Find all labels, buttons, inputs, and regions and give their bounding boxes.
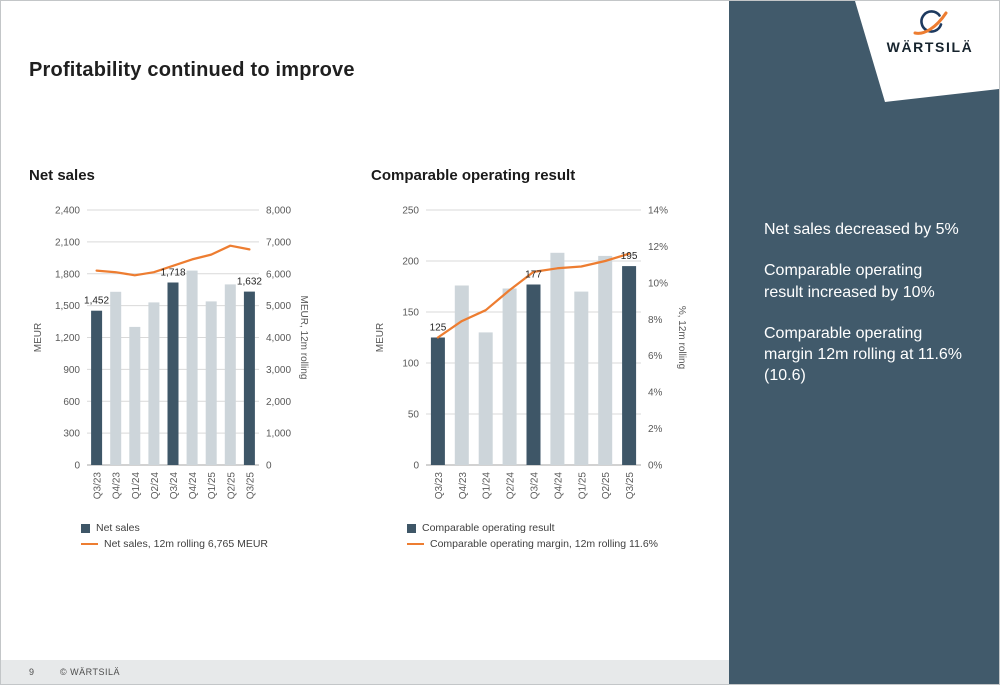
wartsila-logo: WÄRTSILÄ [871, 10, 989, 55]
svg-text:Q2/25: Q2/25 [601, 472, 612, 500]
svg-text:50: 50 [408, 410, 420, 421]
svg-text:3,000: 3,000 [266, 365, 291, 376]
operating-result-chart: 0 50 100 150 200 250 0% 2% 4% 6% 8% 10% 12% 14% 125 177… [371, 198, 723, 551]
svg-text:1,718: 1,718 [160, 267, 185, 278]
line-swatch [407, 542, 424, 546]
svg-text:MEUR: MEUR [375, 323, 386, 352]
svg-text:0: 0 [266, 461, 272, 472]
svg-text:150: 150 [402, 308, 419, 319]
svg-text:4,000: 4,000 [266, 333, 291, 344]
wartsila-logo-icon [913, 10, 948, 35]
svg-text:1,200: 1,200 [55, 333, 80, 344]
chart-legend: Comparable operating result Comparable op… [407, 522, 723, 550]
chart-svg: 0 300 600 900 1,200 1,500 1,800 2,100 2,400 0 1,00… [33, 206, 309, 500]
svg-text:2,100: 2,100 [55, 237, 80, 248]
svg-text:300: 300 [63, 429, 80, 440]
net-sales-chart-title: Net sales [29, 167, 95, 184]
svg-text:100: 100 [402, 359, 419, 370]
svg-text:177: 177 [525, 269, 542, 280]
legend-item: Net sales, 12m rolling 6,765 MEUR [81, 538, 364, 550]
svg-text:2,000: 2,000 [266, 397, 291, 408]
svg-text:Q4/24: Q4/24 [553, 472, 564, 500]
legend-item: Comparable operating margin, 12m rolling… [407, 538, 723, 550]
svg-text:6%: 6% [648, 351, 663, 362]
svg-text:1,500: 1,500 [55, 301, 80, 312]
svg-text:Q2/24: Q2/24 [150, 472, 161, 500]
operating-result-chart-title: Comparable operating result [371, 167, 576, 184]
copyright: © WÄRTSILÄ [60, 667, 120, 677]
chart-svg: 0 50 100 150 200 250 0% 2% 4% 6% 8% 10% 12% 14% 125 177… [375, 206, 687, 500]
svg-text:4%: 4% [648, 388, 663, 399]
svg-text:600: 600 [63, 397, 80, 408]
svg-text:7,000: 7,000 [266, 237, 291, 248]
legend-item: Comparable operating result [407, 522, 723, 534]
svg-text:Q3/25: Q3/25 [245, 472, 256, 500]
legend-item: Net sales [81, 522, 364, 534]
highlights-content: Net sales decreased by 5% Comparable ope… [764, 219, 964, 407]
legend-label: Net sales, 12m rolling 6,765 MEUR [104, 538, 268, 550]
svg-text:Q1/24: Q1/24 [131, 472, 142, 500]
svg-text:Q3/25: Q3/25 [625, 472, 636, 500]
svg-text:Q3/23: Q3/23 [434, 472, 445, 500]
svg-text:Q1/24: Q1/24 [482, 472, 493, 500]
svg-text:MEUR, 12m rolling: MEUR, 12m rolling [298, 296, 309, 380]
svg-text:Q3/23: Q3/23 [93, 472, 104, 500]
svg-text:195: 195 [621, 251, 638, 262]
net-sales-section: Net sales 0 300 600 900 1,200 1,500 1,800 2,100… [29, 167, 364, 550]
bar-swatch [81, 523, 90, 533]
svg-text:200: 200 [402, 257, 419, 268]
svg-text:8,000: 8,000 [266, 206, 291, 217]
bar-swatch [407, 523, 416, 533]
svg-text:Q4/24: Q4/24 [188, 472, 199, 500]
svg-text:1,452: 1,452 [84, 296, 109, 307]
svg-text:0%: 0% [648, 461, 663, 472]
svg-text:900: 900 [63, 365, 80, 376]
net-sales-chart: 0 300 600 900 1,200 1,500 1,800 2,100 2,400 0 1,00… [29, 198, 364, 551]
svg-text:2%: 2% [648, 424, 663, 435]
line-swatch [81, 542, 98, 546]
svg-text:8%: 8% [648, 315, 663, 326]
legend-label: Comparable operating margin, 12m rolling… [430, 538, 659, 550]
svg-text:Q4/23: Q4/23 [458, 472, 469, 500]
highlight-operating-margin: Comparable operating margin 12m rolling … [764, 324, 963, 385]
svg-text:Q1/25: Q1/25 [207, 472, 218, 500]
page-number: 9 [29, 667, 35, 677]
svg-text:1,000: 1,000 [266, 429, 291, 440]
svg-text:12%: 12% [648, 242, 668, 253]
highlights-panel: Net sales decreased by 5% Comparable ope… [729, 1, 999, 684]
svg-text:10%: 10% [648, 278, 668, 289]
legend-label: Comparable operating result [422, 522, 555, 534]
svg-text:Q2/24: Q2/24 [506, 472, 517, 500]
svg-text:Q2/25: Q2/25 [226, 472, 237, 500]
highlight-operating-result: Comparable operating result increased by… [764, 262, 935, 301]
svg-text:1,632: 1,632 [237, 277, 262, 288]
svg-text:1,800: 1,800 [55, 269, 80, 280]
svg-text:%, 12m rolling: %, 12m rolling [676, 306, 687, 369]
svg-text:0: 0 [74, 461, 80, 472]
operating-result-section: Comparable operating result 0 50 100 150 200… [371, 167, 723, 550]
wartsila-logo-text: WÄRTSILÄ [886, 39, 974, 55]
svg-text:14%: 14% [648, 206, 668, 217]
svg-text:125: 125 [430, 323, 447, 334]
svg-text:Q4/23: Q4/23 [112, 472, 123, 500]
highlight-net-sales: Net sales decreased by 5% [764, 221, 959, 238]
svg-text:6,000: 6,000 [266, 269, 291, 280]
svg-text:Q3/24: Q3/24 [169, 472, 180, 500]
svg-text:250: 250 [402, 206, 419, 217]
svg-text:5,000: 5,000 [266, 301, 291, 312]
svg-text:Q3/24: Q3/24 [530, 472, 541, 500]
legend-label: Net sales [96, 522, 140, 534]
footer: 9 © WÄRTSILÄ [1, 660, 729, 684]
chart-legend: Net sales Net sales, 12m rolling 6,765 ME… [81, 522, 364, 550]
svg-text:Q1/25: Q1/25 [577, 472, 588, 500]
svg-text:2,400: 2,400 [55, 206, 80, 217]
slide-title: Profitability continued to improve [29, 59, 355, 81]
svg-text:0: 0 [413, 461, 419, 472]
svg-text:MEUR: MEUR [33, 323, 44, 352]
